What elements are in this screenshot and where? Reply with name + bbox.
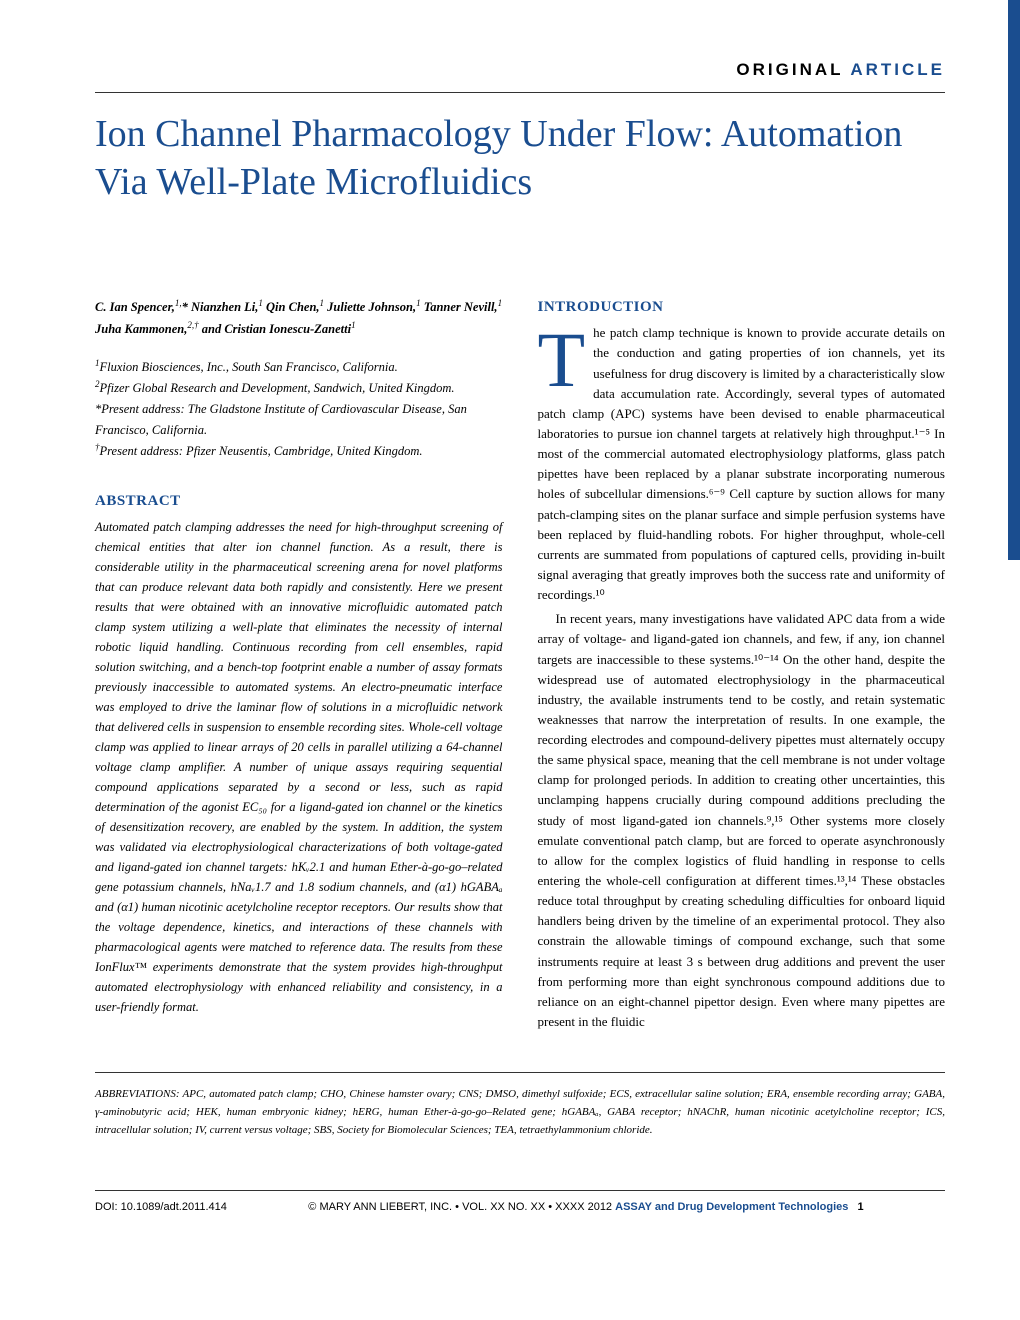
introduction-heading: INTRODUCTION bbox=[538, 296, 946, 319]
abbreviations-text: APC, automated patch clamp; CHO, Chinese… bbox=[95, 1088, 945, 1136]
affiliations: 1Fluxion Biosciences, Inc., South San Fr… bbox=[95, 356, 503, 463]
page-footer: DOI: 10.1089/adt.2011.414 © MARY ANN LIE… bbox=[95, 1201, 945, 1213]
abstract-text: Automated patch clamping addresses the n… bbox=[95, 517, 503, 1017]
abstract-heading: ABSTRACT bbox=[95, 490, 503, 513]
footer-doi: DOI: 10.1089/adt.2011.414 bbox=[95, 1201, 227, 1213]
article-title: Ion Channel Pharmacology Under Flow: Aut… bbox=[95, 111, 945, 206]
footer-publisher: © MARY ANN LIEBERT, INC. • VOL. XX NO. X… bbox=[308, 1201, 612, 1213]
intro-para-1: T he patch clamp technique is known to p… bbox=[538, 323, 946, 605]
intro-p1-text: he patch clamp technique is known to pro… bbox=[538, 325, 946, 602]
page-content: ORIGINAL ARTICLE Ion Channel Pharmacolog… bbox=[0, 0, 1020, 1253]
footer-journal: ASSAY and Drug Development Technologies bbox=[615, 1201, 848, 1213]
dropcap: T bbox=[538, 323, 594, 393]
footer-rule bbox=[95, 1190, 945, 1191]
article-type: ORIGINAL ARTICLE bbox=[95, 60, 945, 80]
abbreviations-block: ABBREVIATIONS: APC, automated patch clam… bbox=[95, 1072, 945, 1139]
two-column-body: C. Ian Spencer,1,* Nianzhen Li,1 Qin Che… bbox=[95, 296, 945, 1032]
intro-para-2: In recent years, many investigations hav… bbox=[538, 609, 946, 1032]
article-type-word1: ORIGINAL bbox=[736, 60, 843, 79]
right-column: INTRODUCTION T he patch clamp technique … bbox=[538, 296, 946, 1032]
left-column: C. Ian Spencer,1,* Nianzhen Li,1 Qin Che… bbox=[95, 296, 503, 1032]
article-type-word2: ARTICLE bbox=[850, 60, 945, 79]
right-blue-bar bbox=[1008, 0, 1020, 560]
abbreviations-label: ABBREVIATIONS: bbox=[95, 1088, 180, 1100]
footer-center: © MARY ANN LIEBERT, INC. • VOL. XX NO. X… bbox=[227, 1201, 945, 1213]
author-list: C. Ian Spencer,1,* Nianzhen Li,1 Qin Che… bbox=[95, 296, 503, 340]
title-rule bbox=[95, 92, 945, 93]
introduction-text: T he patch clamp technique is known to p… bbox=[538, 323, 946, 1032]
footer-page-number: 1 bbox=[857, 1201, 863, 1213]
